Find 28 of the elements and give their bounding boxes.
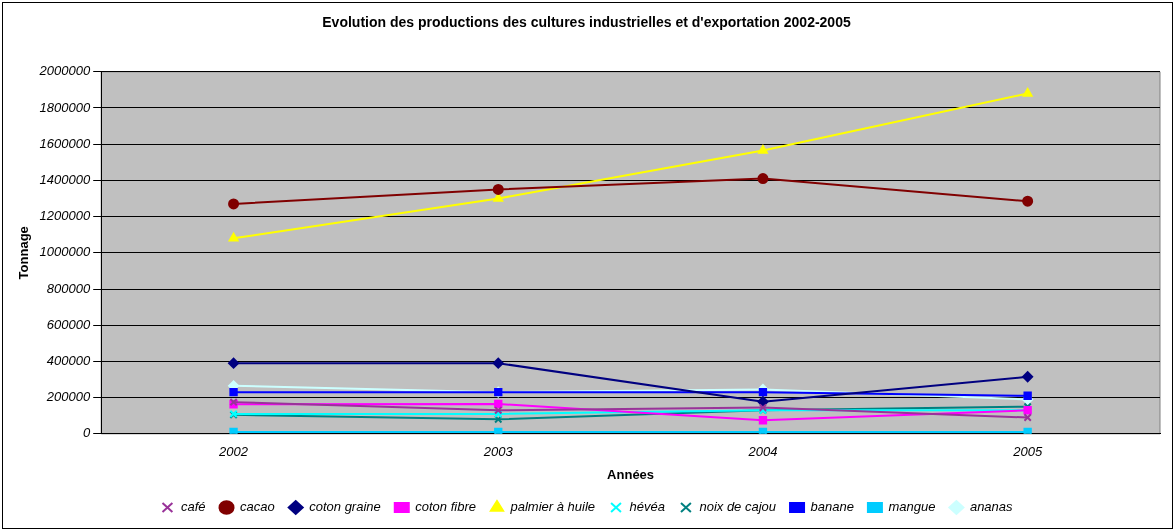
legend-label: coton fibre [415, 499, 476, 515]
chart-title: Evolution des productions des cultures industrielles et d'exportation 2002-2005 [322, 14, 851, 31]
y-tick-label: 200000 [45, 389, 91, 405]
y-tick-label: 1000000 [39, 244, 91, 260]
legend-label: banane [810, 499, 854, 515]
y-tick-label: 400000 [46, 353, 91, 369]
x-tick-label: 2003 [482, 444, 514, 460]
y-tick-label: 1400000 [39, 172, 91, 188]
y-tick-label: 800000 [46, 280, 91, 296]
legend-label: noix de cajou [699, 499, 777, 515]
legend-label: coton graine [309, 499, 381, 515]
x-tick-label: 2002 [218, 444, 249, 460]
legend-label: palmier à huile [509, 499, 596, 515]
y-tick-label: 600000 [46, 316, 91, 332]
legend-label: cacao [240, 499, 275, 515]
y-tick-label: 1800000 [39, 99, 91, 115]
y-tick-label: 1600000 [39, 135, 91, 151]
y-axis-title: Tonnage [16, 226, 32, 280]
y-tick-label: 1200000 [39, 208, 91, 224]
legend-label: mangue [888, 499, 936, 515]
x-tick-label: 2005 [1012, 444, 1043, 460]
y-tick-label: 0 [82, 425, 91, 441]
x-axis-title: Années [607, 466, 655, 482]
x-tick-label: 2004 [747, 444, 778, 460]
legend-label: hévéa [629, 499, 665, 515]
y-tick-label: 2000000 [38, 63, 91, 79]
legend-label: café [180, 499, 206, 515]
legend-label: ananas [969, 499, 1014, 515]
